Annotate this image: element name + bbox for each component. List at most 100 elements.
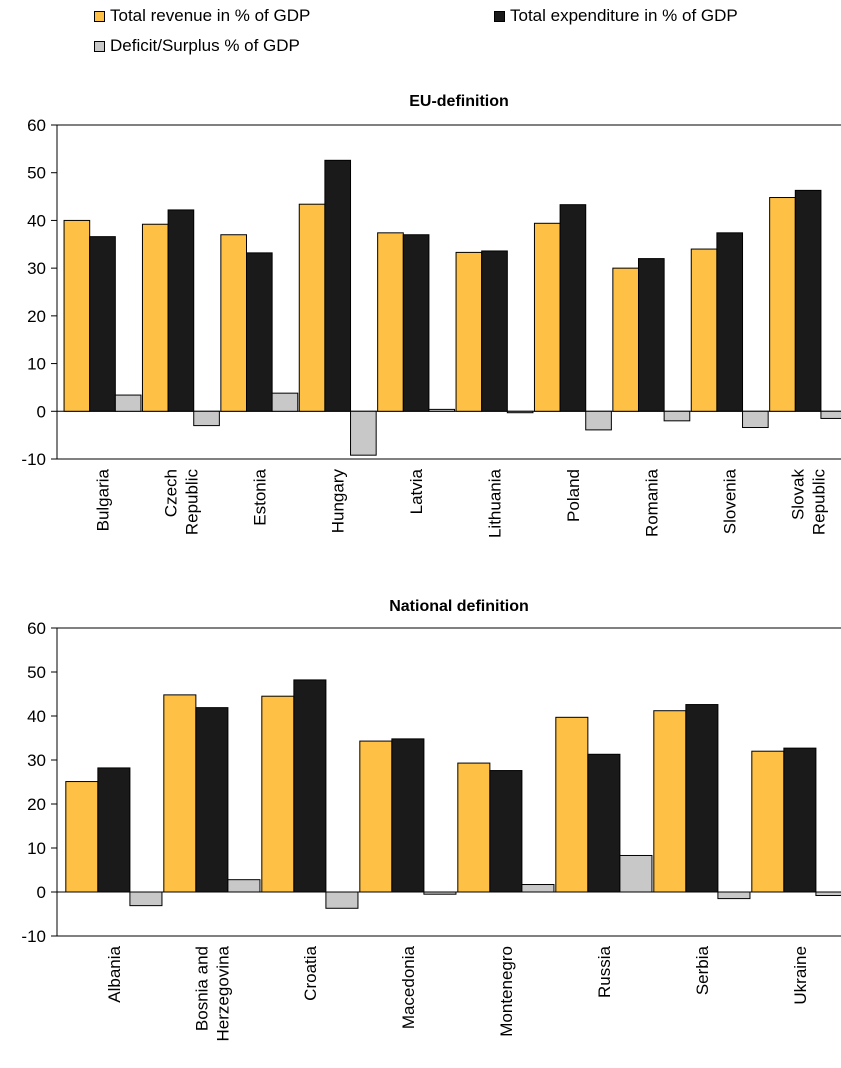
bar-expenditure bbox=[794, 189, 822, 412]
x-category-label: Herzegovina bbox=[213, 945, 232, 1041]
bar-expenditure bbox=[293, 679, 327, 893]
legend-label-revenue: Total revenue in % of GDP bbox=[110, 6, 311, 25]
bar-revenue bbox=[163, 694, 197, 893]
chart-title: EU-definition bbox=[409, 93, 509, 110]
x-category-label: Serbia bbox=[693, 945, 712, 995]
bar-revenue bbox=[751, 750, 785, 893]
bar-deficit bbox=[271, 392, 299, 412]
bar-deficit bbox=[129, 891, 163, 907]
legend-swatch-revenue bbox=[94, 10, 105, 22]
x-category-label: Macedonia bbox=[399, 945, 418, 1029]
x-category-label: Poland bbox=[564, 469, 583, 522]
bar-deficit bbox=[423, 891, 457, 895]
y-tick-label: 30 bbox=[27, 751, 46, 770]
y-tick-label: 60 bbox=[27, 116, 46, 135]
bar-revenue bbox=[455, 251, 483, 412]
bar-expenditure bbox=[716, 232, 744, 412]
chart-panel-1: EU-definition -10 0 10 20 30 40 50 60 Bulgaria Cze… bbox=[21, 93, 841, 538]
bar-revenue bbox=[555, 716, 589, 893]
bar-expenditure bbox=[587, 753, 621, 893]
legend-label-expenditure: Total expenditure in % of GDP bbox=[510, 6, 738, 25]
bar-expenditure bbox=[783, 747, 817, 893]
bar-revenue bbox=[298, 203, 326, 412]
bar-revenue bbox=[63, 219, 91, 412]
y-tick-label: 20 bbox=[27, 795, 46, 814]
bar-expenditure bbox=[402, 234, 430, 412]
bar-expenditure bbox=[481, 250, 508, 412]
x-category-label: Republic bbox=[182, 469, 201, 536]
legend-item-deficit: Deficit/Surplus % of GDP bbox=[94, 36, 300, 56]
bar-deficit bbox=[350, 410, 377, 456]
bar-revenue bbox=[457, 762, 491, 893]
bar-deficit bbox=[325, 891, 359, 909]
bar-revenue bbox=[377, 232, 404, 412]
bar-expenditure bbox=[637, 258, 665, 412]
y-tick-label: 0 bbox=[37, 402, 46, 421]
legend-swatch-deficit bbox=[94, 40, 105, 52]
bar-expenditure bbox=[685, 704, 719, 893]
y-tick-label: 50 bbox=[27, 164, 46, 183]
legend-label-deficit: Deficit/Surplus % of GDP bbox=[110, 36, 300, 55]
y-tick-label: -10 bbox=[21, 927, 46, 946]
bar-expenditure bbox=[391, 738, 425, 893]
x-category-label: Slovenia bbox=[721, 468, 740, 534]
x-category-label: Ukraine bbox=[791, 946, 810, 1005]
bar-deficit bbox=[663, 410, 691, 422]
y-tick-label: 60 bbox=[27, 619, 46, 638]
bar-revenue bbox=[690, 248, 718, 412]
y-tick-label: 50 bbox=[27, 663, 46, 682]
bar-deficit bbox=[585, 410, 612, 431]
bar-expenditure bbox=[89, 236, 116, 412]
x-category-label: Lithuania bbox=[486, 468, 505, 538]
x-category-label: Estonia bbox=[250, 468, 269, 525]
bar-revenue bbox=[612, 267, 639, 412]
x-category-label: Latvia bbox=[407, 468, 426, 514]
bar-deficit bbox=[506, 410, 534, 414]
bar-deficit bbox=[227, 879, 261, 893]
x-category-label: Republic bbox=[810, 469, 829, 536]
bar-revenue bbox=[653, 710, 687, 893]
bar-expenditure bbox=[97, 767, 131, 893]
x-category-label: Bosnia and bbox=[192, 946, 211, 1031]
chart-panel-2: National definition -10 0 10 20 30 40 50 60 Alban… bbox=[21, 598, 841, 1041]
bar-expenditure bbox=[195, 707, 229, 893]
bar-revenue bbox=[261, 695, 295, 893]
bar-revenue bbox=[769, 197, 796, 412]
bar-revenue bbox=[65, 781, 99, 893]
y-tick-label: -10 bbox=[21, 450, 46, 469]
x-category-label: Russia bbox=[595, 945, 614, 998]
bar-deficit bbox=[815, 891, 841, 897]
bar-revenue bbox=[220, 234, 247, 412]
bar-deficit bbox=[820, 410, 841, 419]
bar-deficit bbox=[619, 854, 653, 893]
x-category-label: Slovak bbox=[789, 469, 808, 521]
bar-deficit bbox=[717, 891, 751, 900]
y-tick-label: 10 bbox=[27, 355, 46, 374]
legend-item-expenditure: Total expenditure in % of GDP bbox=[494, 6, 738, 26]
bar-deficit bbox=[193, 410, 220, 427]
bar-expenditure bbox=[489, 770, 523, 893]
x-category-label: Romania bbox=[642, 468, 661, 537]
y-tick-label: 30 bbox=[27, 259, 46, 278]
legend-swatch-expenditure bbox=[494, 10, 505, 22]
x-category-label: Croatia bbox=[301, 945, 320, 1000]
bar-revenue bbox=[533, 222, 561, 412]
x-category-label: Montenegro bbox=[497, 946, 516, 1037]
chart-legend: Total revenue in % of GDP Total expendit… bbox=[0, 0, 841, 70]
bar-expenditure bbox=[559, 204, 587, 412]
x-category-label: Hungary bbox=[329, 469, 348, 534]
x-category-label: Albania bbox=[105, 945, 124, 1002]
y-tick-label: 40 bbox=[27, 707, 46, 726]
y-tick-label: 10 bbox=[27, 839, 46, 858]
bar-deficit bbox=[742, 410, 769, 429]
x-category-label: Bulgaria bbox=[94, 468, 113, 531]
bar-expenditure bbox=[245, 252, 273, 412]
bar-expenditure bbox=[324, 159, 352, 412]
y-tick-label: 20 bbox=[27, 307, 46, 326]
legend-item-revenue: Total revenue in % of GDP bbox=[94, 6, 310, 26]
bar-expenditure bbox=[167, 209, 195, 412]
bar-revenue bbox=[141, 223, 169, 412]
bar-deficit bbox=[521, 884, 555, 893]
chart-title: National definition bbox=[389, 598, 529, 615]
